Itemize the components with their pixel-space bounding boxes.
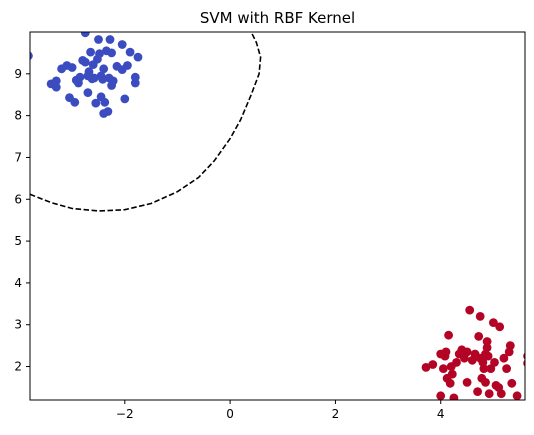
point-class-1: [462, 347, 472, 357]
point-class-1: [495, 322, 505, 332]
point-class-1: [482, 337, 492, 346]
point-class-0: [70, 97, 80, 107]
point-class-0: [117, 40, 127, 49]
y-tick-label: 8: [14, 109, 22, 123]
y-tick-label: 9: [14, 67, 22, 81]
point-class-0: [80, 32, 90, 38]
point-class-1: [465, 305, 475, 315]
point-class-0: [100, 97, 110, 107]
point-class-0: [99, 64, 109, 74]
point-class-0: [51, 76, 61, 86]
point-class-1: [512, 391, 522, 400]
point-class-0: [67, 63, 77, 72]
point-class-1: [499, 353, 509, 363]
point-class-0: [123, 61, 132, 70]
point-class-1: [474, 332, 484, 341]
point-class-0: [133, 52, 143, 62]
point-class-0: [80, 57, 90, 67]
x-tick-label: 0: [226, 407, 234, 421]
point-class-1: [490, 358, 499, 367]
point-class-1: [428, 360, 438, 369]
point-class-0: [86, 47, 95, 57]
point-class-1: [502, 364, 511, 373]
y-tick-label: 6: [14, 192, 22, 206]
point-class-1: [481, 378, 490, 387]
x-tick-label: 4: [437, 407, 445, 421]
point-class-1: [484, 389, 494, 399]
point-class-0: [84, 67, 94, 77]
y-tick-label: 3: [14, 318, 22, 332]
point-class-1: [507, 378, 517, 388]
point-class-0: [130, 78, 140, 88]
decision-boundary-layer: [30, 32, 262, 212]
point-class-0: [51, 82, 61, 92]
point-class-1: [462, 378, 472, 387]
y-tick-label: 5: [14, 234, 22, 248]
y-tick-label: 2: [14, 360, 22, 374]
point-class-0: [95, 49, 104, 59]
point-class-1: [483, 351, 493, 361]
point-class-0: [89, 73, 99, 83]
point-class-1: [449, 393, 459, 400]
point-class-1: [489, 318, 498, 327]
point-class-1: [505, 341, 515, 350]
point-class-0: [30, 51, 33, 60]
point-class-1: [479, 364, 489, 373]
plot-frame: [29, 31, 526, 401]
x-tick-label: 2: [332, 407, 340, 421]
y-tick-label: 7: [14, 150, 22, 164]
point-class-1: [496, 389, 506, 399]
point-class-1: [436, 391, 446, 400]
point-class-0: [125, 47, 135, 57]
point-class-1: [444, 330, 453, 340]
point-class-0: [107, 48, 116, 58]
point-class-0: [94, 35, 103, 44]
point-class-1: [482, 343, 492, 353]
axes-layer: −2 0 2 4 2 3 4 5 6 7 8 9: [14, 31, 526, 421]
chart-title: SVM with RBF Kernel: [200, 9, 355, 27]
y-tick-label: 4: [14, 276, 22, 290]
point-class-1: [439, 364, 448, 373]
decision-boundary-line: [30, 32, 262, 212]
point-class-1: [452, 358, 461, 367]
point-class-0: [120, 94, 130, 104]
point-class-0: [75, 72, 85, 82]
point-class-0: [83, 88, 93, 97]
point-class-1: [421, 363, 431, 372]
x-tick-label: −2: [116, 407, 134, 421]
point-class-1: [473, 387, 482, 396]
point-class-0: [91, 98, 101, 108]
point-class-0: [105, 35, 115, 44]
point-class-1: [447, 369, 457, 379]
point-class-1: [475, 312, 485, 321]
points-layer: [30, 32, 525, 400]
point-class-1: [445, 378, 455, 388]
point-class-1: [441, 347, 451, 357]
point-class-0: [108, 76, 118, 86]
point-class-0: [103, 107, 113, 116]
